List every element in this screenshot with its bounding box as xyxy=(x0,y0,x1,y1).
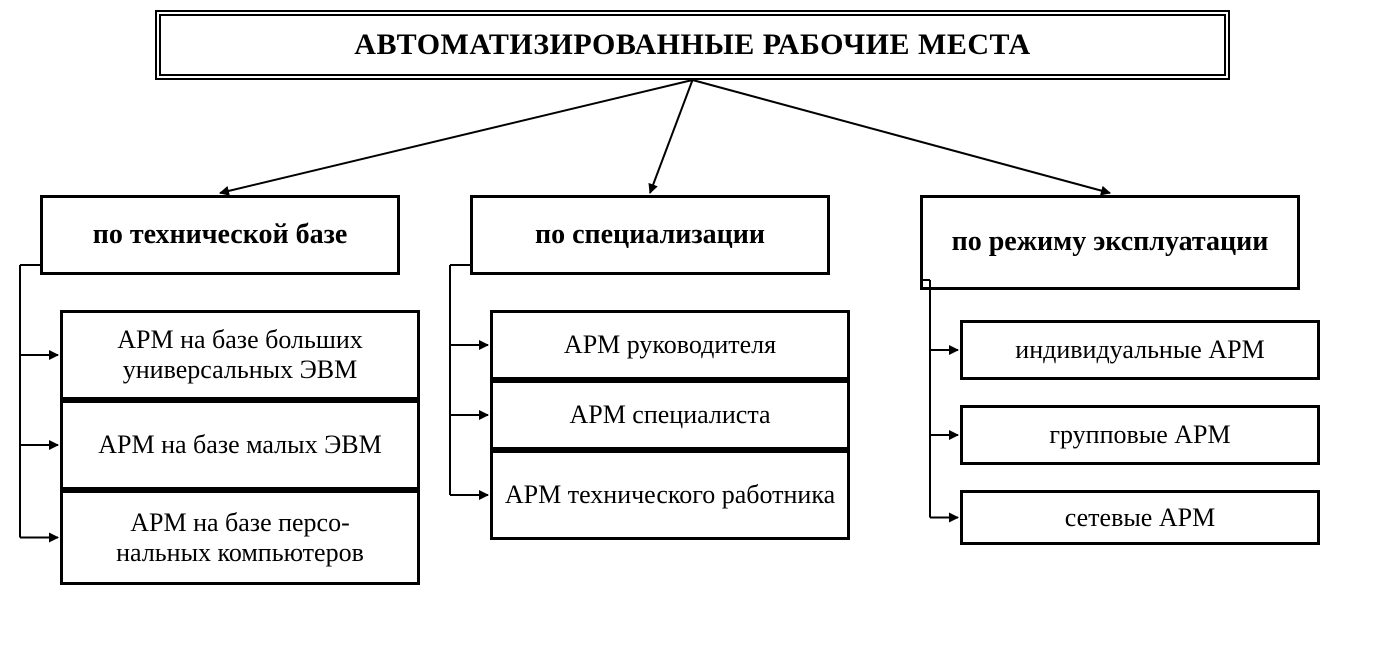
leaf-box: АРМ технического работника xyxy=(490,450,850,540)
leaf-box: индивидуальные АРМ xyxy=(960,320,1320,380)
leaf-box: АРМ руководителя xyxy=(490,310,850,380)
root-box: АВТОМАТИЗИРОВАННЫЕ РАБОЧИЕ МЕСТА xyxy=(155,10,1230,80)
category-box: по режиму эксплуатации xyxy=(920,195,1300,290)
leaf-box: АРМ на базе малых ЭВМ xyxy=(60,400,420,490)
leaf-box: АРМ на базе больших универсальных ЭВМ xyxy=(60,310,420,400)
leaf-box: сетевые АРМ xyxy=(960,490,1320,545)
diagram-stage: АВТОМАТИЗИРОВАННЫЕ РАБОЧИЕ МЕСТА по техн… xyxy=(0,0,1399,669)
category-box: по технической базе xyxy=(40,195,400,275)
leaf-box: групповые АРМ xyxy=(960,405,1320,465)
category-box: по специализации xyxy=(470,195,830,275)
leaf-box: АРМ на базе персо- нальных компьютеров xyxy=(60,490,420,585)
leaf-box: АРМ специалиста xyxy=(490,380,850,450)
